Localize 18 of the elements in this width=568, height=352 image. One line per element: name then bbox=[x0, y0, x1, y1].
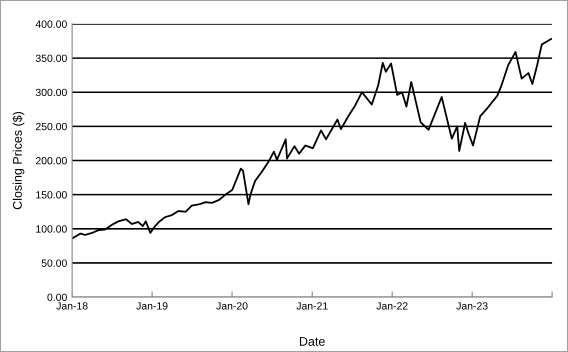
x-tick-label: Jan-19 bbox=[136, 302, 168, 310]
x-tick-label: Jan-18 bbox=[56, 302, 88, 310]
y-tick-label: 350.00 bbox=[36, 54, 67, 62]
y-tick-label: 150.00 bbox=[36, 191, 67, 199]
x-tick-label: Jan-21 bbox=[296, 302, 328, 310]
y-tick-label: 50.00 bbox=[42, 259, 67, 267]
y-tick-label: 200.00 bbox=[36, 157, 67, 164]
x-tick-label: Jan-20 bbox=[216, 302, 248, 310]
y-tick-label: 300.00 bbox=[36, 88, 67, 96]
y-tick-label: 250.00 bbox=[36, 122, 67, 130]
y-tick-label: 0.00 bbox=[47, 294, 67, 301]
line-series bbox=[72, 38, 552, 240]
y-tick-label: 400.00 bbox=[36, 20, 67, 28]
x-tick-label: Jan-23 bbox=[456, 302, 488, 310]
y-tick-label: 100.00 bbox=[36, 225, 67, 233]
x-axis-title: Date bbox=[300, 337, 325, 346]
x-tick-label: Jan-22 bbox=[376, 302, 408, 310]
y-axis-title: Closing Prices ($) bbox=[12, 112, 24, 210]
